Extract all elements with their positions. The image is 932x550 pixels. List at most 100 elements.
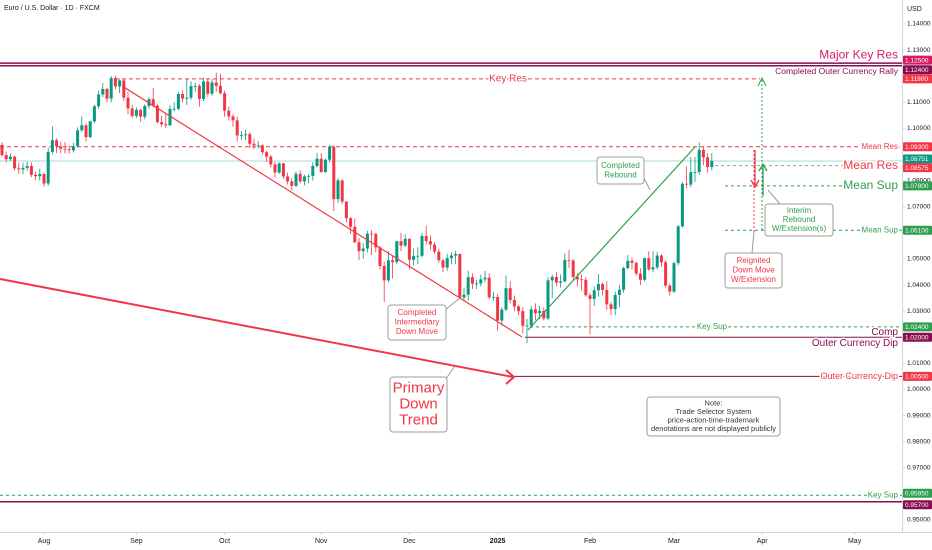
price-label: 1.09300 bbox=[905, 144, 929, 151]
y-tick-label: 1.07000 bbox=[907, 203, 931, 210]
candle-body bbox=[118, 80, 122, 87]
candle-body bbox=[424, 235, 428, 242]
candle-body bbox=[512, 299, 516, 307]
candle-body bbox=[588, 295, 592, 299]
candle-body bbox=[172, 108, 176, 110]
candle-body bbox=[596, 284, 600, 291]
candle-body bbox=[630, 260, 634, 263]
candle-body bbox=[252, 143, 256, 146]
price-label-box bbox=[903, 332, 932, 342]
level-text: Mean Res bbox=[862, 142, 898, 151]
candle-body bbox=[298, 173, 302, 182]
candles bbox=[0, 72, 714, 344]
candle-body bbox=[370, 233, 374, 235]
candle-body bbox=[437, 251, 441, 261]
callout-box bbox=[387, 304, 447, 341]
candle-body bbox=[197, 85, 201, 99]
price-label-box bbox=[903, 488, 932, 498]
candle-body bbox=[340, 180, 344, 202]
candle-body bbox=[706, 157, 710, 168]
candle-body bbox=[638, 273, 642, 280]
price-label: 0.95950 bbox=[905, 490, 929, 497]
callout-box bbox=[764, 203, 834, 237]
candle-body bbox=[193, 85, 197, 87]
candle-body bbox=[521, 311, 525, 326]
candle-body bbox=[668, 285, 672, 292]
candle-body bbox=[428, 241, 432, 245]
candle-body bbox=[25, 166, 29, 168]
candle-body bbox=[353, 226, 357, 243]
y-tick-label: 1.00000 bbox=[907, 386, 931, 393]
candle-body bbox=[466, 277, 470, 295]
candle-body bbox=[0, 144, 4, 156]
level-text: Key Res bbox=[489, 73, 527, 84]
candle-body bbox=[689, 172, 693, 185]
price-label: 1.08575 bbox=[905, 165, 929, 172]
candle-body bbox=[412, 256, 416, 260]
candle-body bbox=[386, 260, 390, 281]
level-side-text: Outer Currency Dip bbox=[812, 338, 899, 349]
price-label-box bbox=[903, 225, 932, 235]
y-tick-label: 1.14000 bbox=[907, 21, 931, 28]
candle-body bbox=[655, 255, 659, 268]
candle-body bbox=[479, 279, 483, 284]
candle-body bbox=[378, 247, 382, 266]
candle-body bbox=[584, 279, 588, 296]
price-label-box bbox=[903, 55, 932, 65]
callout-text: denotations are not displayed publicly bbox=[651, 424, 776, 433]
callout-text: W/Extension(s) bbox=[772, 224, 827, 233]
y-tick-label: 0.99000 bbox=[907, 412, 931, 419]
candle-body bbox=[487, 277, 491, 298]
candle-body bbox=[21, 167, 25, 170]
candle-body bbox=[63, 148, 67, 150]
candle-body bbox=[277, 163, 281, 173]
candle-body bbox=[155, 105, 159, 123]
candle-body bbox=[105, 89, 109, 99]
x-tick-label: Aug bbox=[38, 538, 51, 545]
price-label: 1.07800 bbox=[905, 183, 929, 190]
candle-body bbox=[550, 276, 554, 281]
candle-body bbox=[399, 241, 403, 246]
candle-body bbox=[693, 172, 697, 173]
callouts: Major Key Res Key Res Completed Outer Curr… bbox=[387, 46, 900, 501]
candle-body bbox=[601, 284, 605, 291]
price-label: 1.02400 bbox=[905, 324, 929, 331]
price-label-box bbox=[903, 154, 932, 164]
x-tick-label: Sep bbox=[130, 538, 143, 545]
price-label: 1.12400 bbox=[905, 67, 929, 74]
candle-body bbox=[202, 81, 206, 99]
level-text: Comp bbox=[871, 327, 898, 338]
candle-body bbox=[357, 242, 361, 252]
candle-body bbox=[84, 125, 88, 138]
candle-body bbox=[244, 134, 248, 136]
y-tick-label: 1.03000 bbox=[907, 308, 931, 315]
price-label-box bbox=[903, 500, 932, 510]
y-tick-label: 1.10000 bbox=[907, 125, 931, 132]
candle-body bbox=[256, 145, 260, 147]
callout-text: Trend bbox=[399, 411, 438, 428]
candle-body bbox=[13, 156, 17, 169]
callout-text: Reignited bbox=[737, 256, 771, 265]
candle-body bbox=[109, 78, 113, 99]
candle-body bbox=[336, 180, 340, 200]
candle-body bbox=[571, 260, 575, 277]
candle-body bbox=[580, 279, 584, 281]
x-tick-label: Oct bbox=[219, 538, 230, 545]
candle-body bbox=[508, 288, 512, 300]
rebound-line bbox=[527, 146, 696, 331]
candle-body bbox=[80, 125, 84, 131]
candle-body bbox=[470, 277, 474, 284]
candle-body bbox=[231, 116, 235, 121]
callout-text: Intermediary bbox=[395, 318, 439, 327]
candle-body bbox=[365, 233, 369, 249]
candle-body bbox=[542, 310, 546, 319]
candle-body bbox=[634, 262, 638, 274]
candle-body bbox=[97, 94, 101, 107]
candle-body bbox=[563, 259, 567, 282]
y-tick-label: 0.95000 bbox=[907, 517, 931, 524]
candle-body bbox=[529, 309, 533, 326]
candle-body bbox=[4, 155, 8, 160]
candle-body bbox=[617, 289, 621, 295]
price-label: 1.06100 bbox=[905, 227, 929, 234]
